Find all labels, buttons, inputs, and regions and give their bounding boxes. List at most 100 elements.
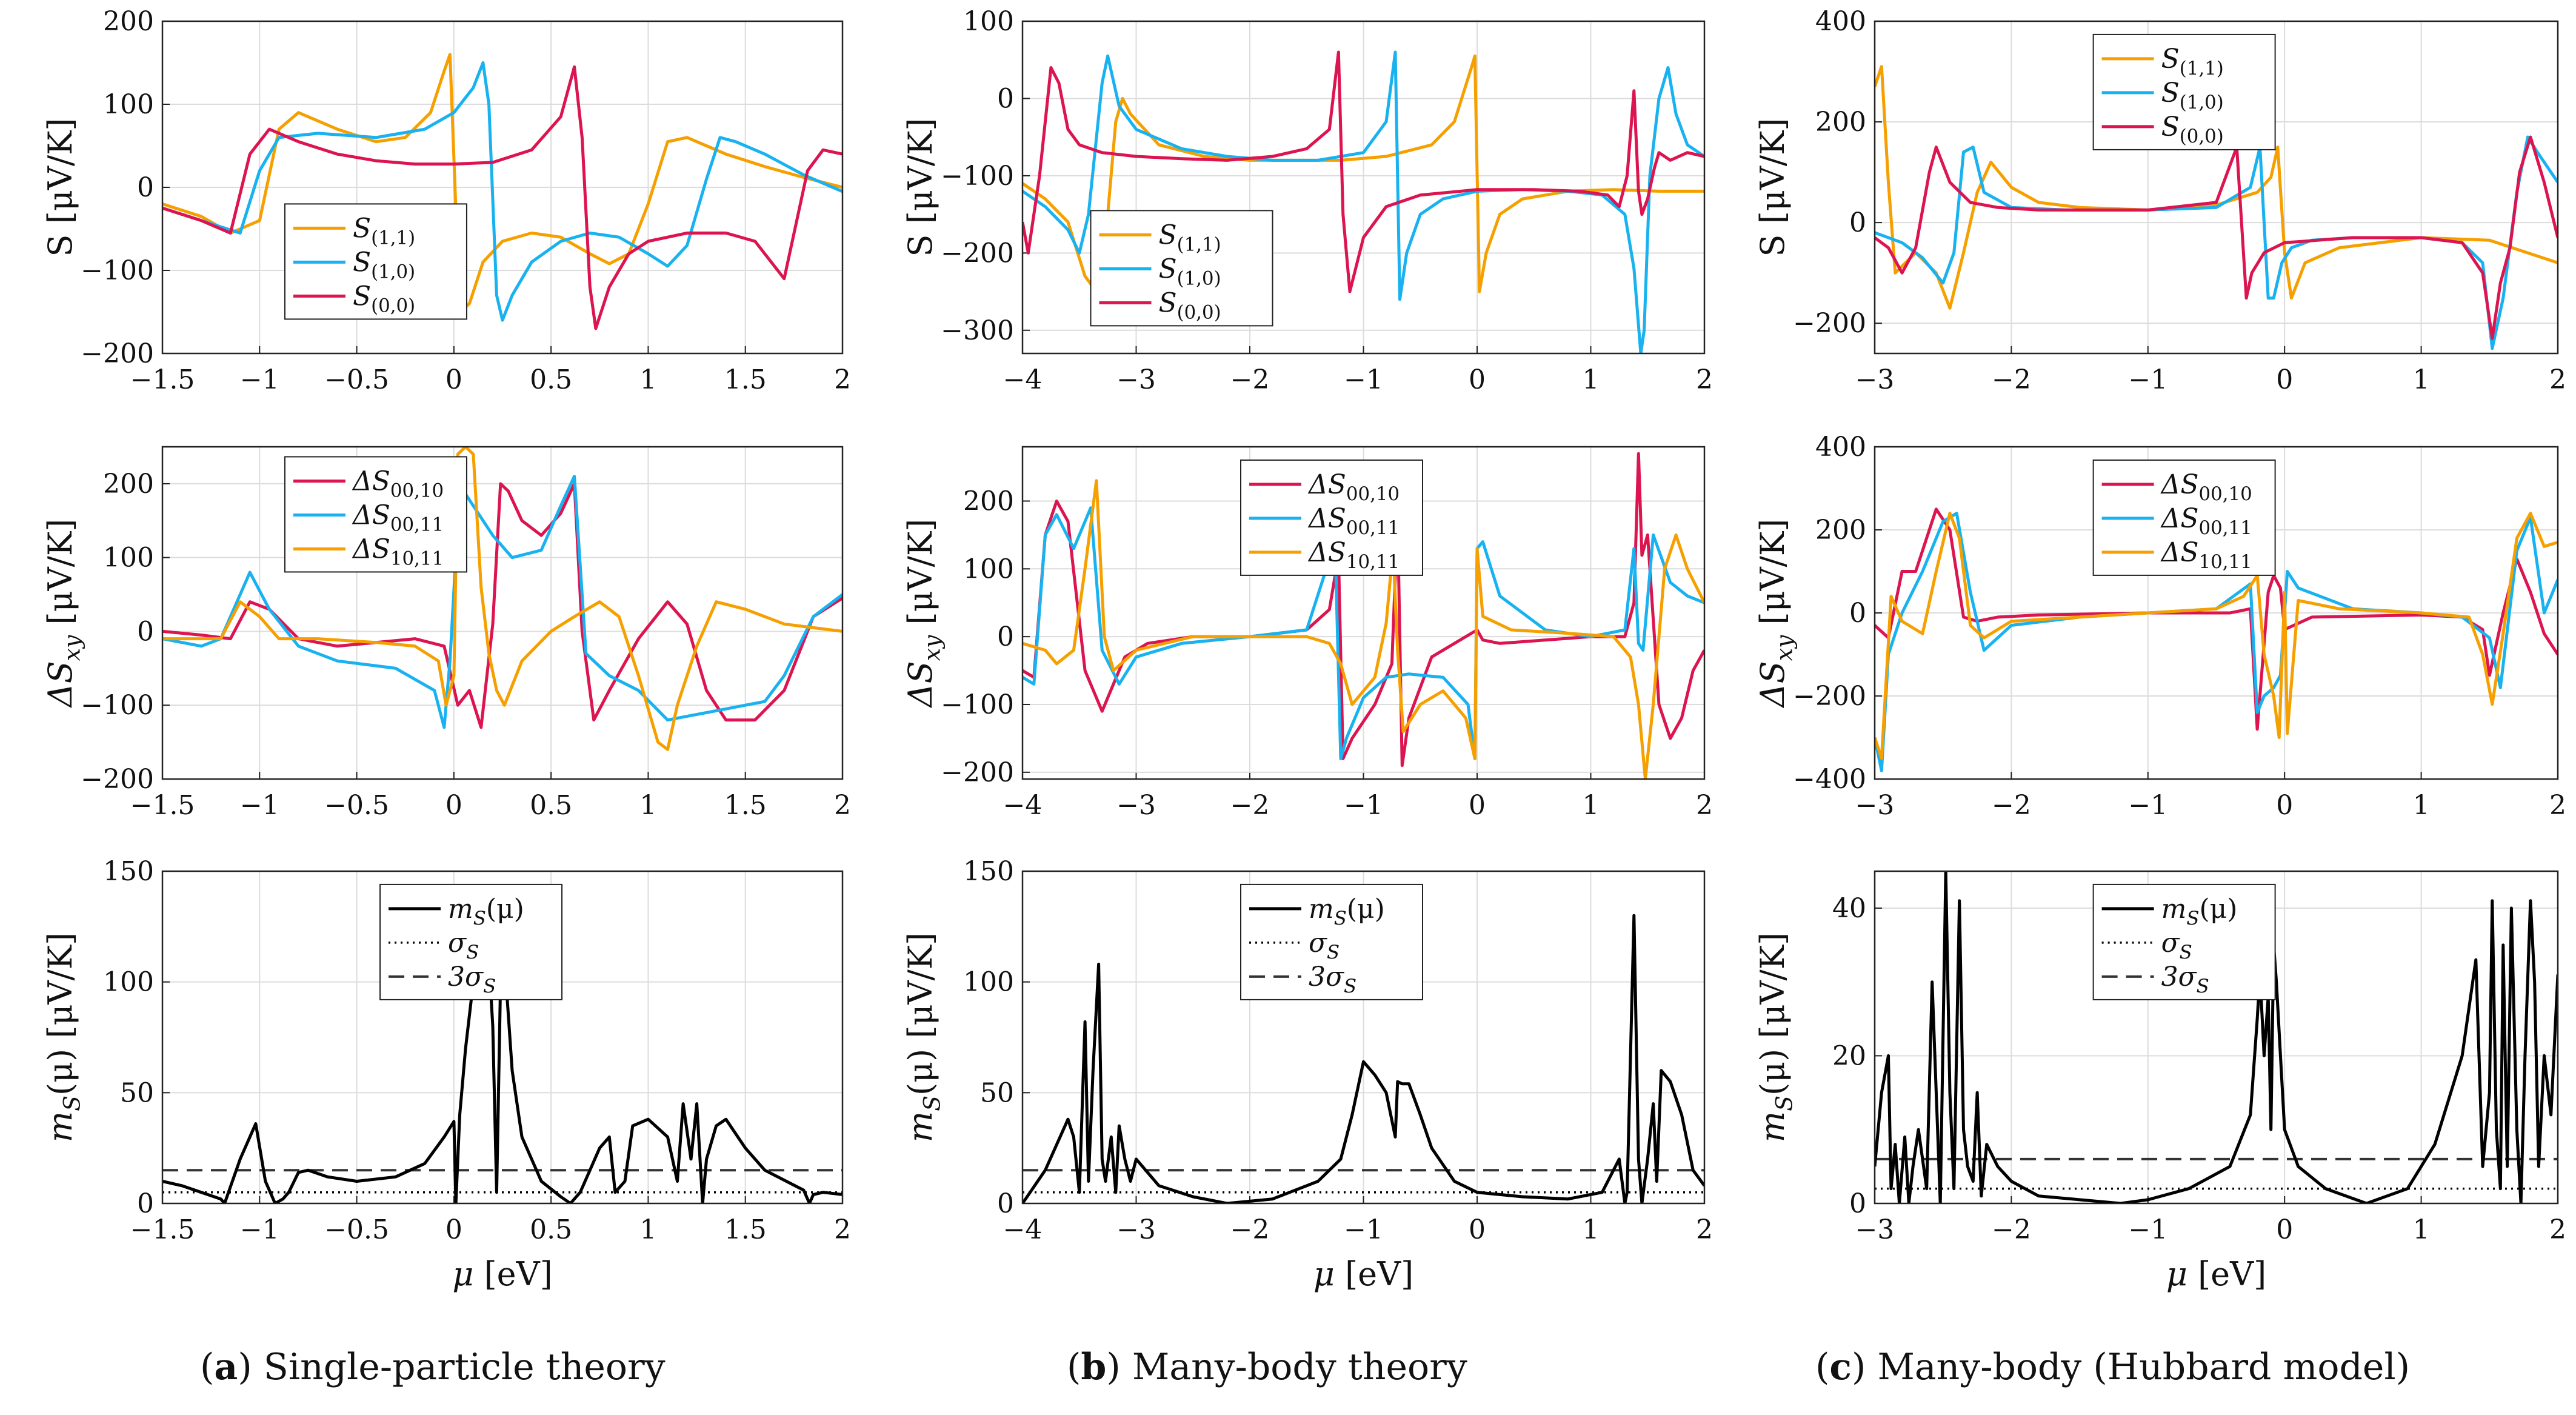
x-tick-label: 1: [639, 364, 656, 395]
chart-b-2: −4 −3 −2 −1 0 1 2 −200 −100 0 100 200 ΔSxy [μV/K] ΔS0…: [901, 446, 1713, 821]
series-line-2: [1875, 135, 2558, 340]
y-tick-label: 100: [103, 967, 154, 998]
x-tick-label: −0.5: [324, 1214, 389, 1245]
x-tick-label: −2: [1230, 1214, 1270, 1245]
x-tick-label: 1: [2413, 364, 2430, 395]
legend-label: ΔS10,11: [2160, 537, 2252, 573]
plot-frame: [1874, 870, 2559, 1205]
legend-label: S(1,0): [353, 247, 415, 283]
x-tick-label: −4: [1003, 364, 1043, 395]
y-tick-label: −300: [941, 315, 1014, 346]
y-tick-label: 0: [137, 1188, 154, 1219]
legend-label: σS: [1309, 928, 1340, 963]
series-line-0: [1023, 914, 1704, 1203]
legend-label: ΔS00,10: [352, 466, 444, 501]
legend-label: S(0,0): [2161, 112, 2224, 147]
legend-label: mS(μ): [1309, 894, 1385, 929]
legend-label: ΔS00,10: [1307, 469, 1400, 505]
x-tick-label: −3: [1855, 790, 1895, 821]
plot-frame: [161, 20, 844, 355]
series-line-0: [1875, 507, 2558, 731]
x-tick-label: −3: [1116, 790, 1156, 821]
legend-box: [379, 883, 563, 1000]
x-tick-label: 2: [2549, 1214, 2566, 1245]
x-tick-label: 2: [834, 790, 851, 821]
chart-b-1: −4 −3 −2 −1 0 1 2 −300 −200 −100 0 100 S [μV/K] S(1,1…: [901, 6, 1713, 395]
legend-label: mS(μ): [2161, 894, 2238, 929]
y-axis-label: ΔSxy [μV/K]: [1753, 519, 1798, 709]
plot-frame: [1021, 870, 1706, 1205]
y-tick-label: 100: [103, 543, 154, 574]
y-tick-label: −100: [941, 161, 1014, 192]
y-tick-label: −200: [81, 338, 154, 369]
y-tick-label: 0: [997, 1188, 1014, 1219]
legend-label: ΔS10,11: [1307, 537, 1400, 573]
x-tick-label: −3: [1116, 364, 1156, 395]
x-tick-label: 0: [445, 364, 462, 395]
y-tick-label: 50: [120, 1077, 154, 1108]
y-tick-label: 0: [1849, 207, 1866, 238]
legend-label: S(1,1): [1159, 219, 1221, 255]
caption-a: (a) Single-particle theory: [200, 1346, 666, 1388]
x-tick-label: 2: [1696, 1214, 1713, 1245]
x-tick-label: −0.5: [324, 790, 389, 821]
series-line-0: [162, 53, 843, 313]
chart-a-2: −1.5 −1 −0.5 0 0.5 1 1.5 2 −200 −100 0 100 200 ΔSxy […: [41, 446, 851, 821]
x-tick-label: 1.5: [724, 364, 767, 395]
y-tick-label: 0: [137, 616, 154, 647]
caption-c: (c) Many-body (Hubbard model): [1815, 1346, 2411, 1388]
series-line-1: [162, 475, 843, 729]
plot-frame: [1874, 446, 2559, 780]
x-tick-label: 2: [2549, 364, 2566, 395]
x-tick-label: −1: [240, 1214, 279, 1245]
x-tick-label: −2: [1992, 1214, 2031, 1245]
legend-label: 3σS: [2161, 962, 2209, 997]
x-tick-label: −4: [1003, 790, 1043, 821]
y-tick-label: −200: [81, 764, 154, 795]
legend: S(1,1)S(1,0)S(0,0): [1090, 210, 1273, 327]
x-tick-label: −0.5: [324, 364, 389, 395]
x-tick-label: −4: [1003, 1214, 1043, 1245]
x-tick-label: 1: [1583, 790, 1600, 821]
x-tick-label: 0: [2276, 364, 2293, 395]
y-tick-label: 150: [963, 856, 1014, 887]
series-line-2: [1023, 479, 1704, 779]
x-tick-label: −3: [1116, 1214, 1156, 1245]
x-tick-label: 1: [1583, 364, 1600, 395]
x-axis-label: μ [eV]: [2166, 1255, 2266, 1293]
legend-label: σS: [2161, 928, 2192, 963]
x-tick-label: −1: [1344, 790, 1383, 821]
legend-label: S(1,1): [353, 213, 415, 249]
x-tick-label: 0: [1469, 364, 1486, 395]
y-tick-label: 400: [1815, 6, 1866, 37]
y-axis-label: ΔSxy [μV/K]: [901, 519, 946, 709]
legend-label: ΔS00,11: [2160, 503, 2252, 539]
x-tick-label: 1: [1583, 1214, 1600, 1245]
legend-label: S(1,1): [2161, 44, 2224, 79]
series-line-2: [1023, 50, 1704, 293]
x-tick-label: 1: [2413, 1214, 2430, 1245]
plot-frame: [161, 870, 844, 1205]
legend-label: ΔS10,11: [352, 534, 444, 569]
y-tick-label: 100: [103, 89, 154, 120]
caption-b: (b) Many-body theory: [1067, 1346, 1467, 1388]
x-tick-label: 1.5: [724, 790, 767, 821]
x-tick-label: −2: [1992, 790, 2031, 821]
legend-label: ΔS00,11: [1307, 503, 1400, 539]
x-tick-label: 0: [1469, 1214, 1486, 1245]
y-tick-label: 0: [997, 621, 1014, 652]
x-tick-label: −2: [1230, 364, 1270, 395]
legend-label: σS: [448, 928, 479, 963]
x-tick-label: 0: [445, 790, 462, 821]
x-tick-label: 0: [445, 1214, 462, 1245]
x-tick-label: 1.5: [724, 1214, 767, 1245]
x-axis-label: μ [eV]: [1313, 1255, 1413, 1293]
x-tick-label: 2: [1696, 790, 1713, 821]
legend: S(1,1)S(1,0)S(0,0): [2092, 33, 2276, 150]
y-axis-label: S [μV/K]: [901, 118, 939, 257]
